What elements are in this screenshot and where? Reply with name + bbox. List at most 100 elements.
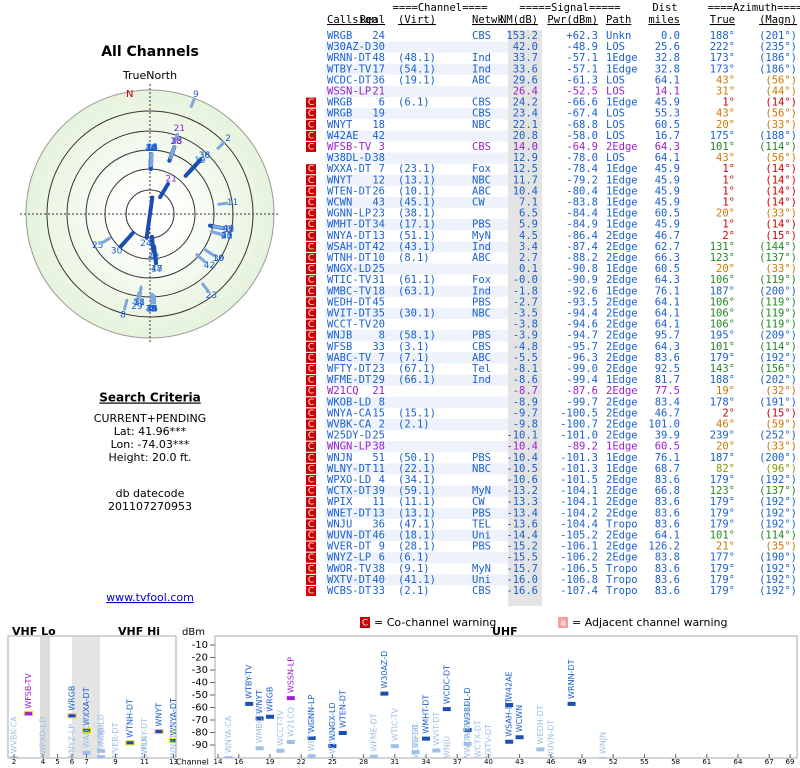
cell: 38	[372, 152, 385, 164]
flag: C	[308, 220, 314, 230]
cell: W38DL-D	[327, 152, 371, 164]
cell: 20.8	[513, 130, 538, 142]
cell: CBS	[472, 108, 491, 120]
radar-mark	[170, 145, 176, 157]
cell: 3.4	[519, 241, 538, 253]
criteria-title: Search Criteria	[99, 391, 200, 405]
cell: 187°	[710, 285, 735, 297]
cell: (201°)	[759, 30, 797, 42]
cell: 68.7	[655, 463, 680, 475]
radar-label: 15	[147, 143, 158, 153]
cell: 11.7	[513, 174, 538, 186]
cell: W25DY-D	[327, 430, 371, 442]
flag: C	[308, 254, 314, 264]
cell: (192°)	[759, 474, 797, 486]
flag-box	[306, 563, 316, 574]
cell: 2Edge	[606, 308, 638, 320]
cell: 239°	[710, 430, 735, 442]
cell: 22.1	[513, 119, 538, 131]
x-tick-label: 14	[214, 758, 223, 766]
station: WCBS-DT	[411, 724, 420, 758]
cell: -99.7	[566, 396, 598, 408]
station: WWOR-TV	[463, 720, 472, 758]
flag: C	[308, 242, 314, 252]
station: WTNH-DT	[125, 699, 135, 746]
cell: LOS	[606, 130, 625, 142]
cell: 123°	[710, 252, 735, 264]
row-bg	[325, 463, 508, 475]
radar-label: 51	[133, 298, 144, 308]
radar-label: 18	[133, 298, 145, 308]
cell: 64.3	[655, 274, 680, 286]
radar-label: 42	[204, 261, 215, 271]
cell: 173°	[710, 52, 735, 64]
cell: -14.4	[506, 530, 538, 542]
cell: 16.7	[655, 130, 680, 142]
x-tick-label: 5	[55, 758, 59, 766]
cell: 64.1	[655, 319, 680, 331]
radar-label: 35	[221, 232, 232, 242]
cell: 45.9	[655, 174, 680, 186]
cell: -10.1	[506, 430, 538, 442]
station-label: WVER-DT	[111, 722, 120, 760]
x-tick-label: 7	[84, 758, 88, 766]
station-label: WRNN-DT	[567, 659, 576, 698]
cell: -2.7	[513, 296, 538, 308]
y-tick-label: -80	[192, 728, 208, 739]
cell: (191°)	[759, 396, 797, 408]
cell: 29	[372, 374, 385, 386]
cell: 45.9	[655, 197, 680, 209]
cell: -58.0	[566, 130, 598, 142]
cell: WPXO-LD	[327, 474, 371, 486]
cell: (33°)	[765, 208, 797, 220]
cell: 66.3	[655, 252, 680, 264]
radar-label: 11	[146, 305, 157, 315]
cell: 45	[372, 296, 385, 308]
radar-mark	[101, 236, 112, 244]
flag: C	[308, 587, 314, 597]
cell: WNYA-CA	[327, 407, 372, 419]
station-label: WFTY-DT	[307, 716, 316, 751]
radar-label: 46	[223, 225, 235, 235]
link[interactable]: www.tvfool.com	[106, 591, 194, 604]
cell: (66.1)	[398, 374, 436, 386]
flag-box	[306, 142, 316, 152]
cell: 179°	[710, 496, 735, 508]
cell: CW	[472, 496, 485, 508]
cell: LOS	[606, 152, 625, 164]
station-label: WSAH-DT	[505, 698, 514, 737]
flag: C	[308, 531, 314, 541]
power-mark	[24, 711, 33, 717]
flag: C	[308, 98, 314, 108]
cell: LOS	[606, 108, 625, 120]
flag-box	[306, 364, 316, 374]
station: WNET-DT	[169, 721, 176, 758]
cell: 153.2	[506, 30, 538, 42]
station-label: W42AE	[505, 671, 514, 700]
power-mark	[505, 703, 514, 707]
radar-mark	[138, 287, 143, 299]
x-tick-label: 6	[70, 758, 75, 766]
flag-box	[306, 319, 316, 330]
cell: WGNN-LP	[327, 208, 371, 220]
cell: 178°	[710, 396, 735, 408]
cell: -64.9	[566, 141, 598, 153]
cell: (18.1)	[398, 530, 436, 542]
cell: -100.7	[560, 419, 598, 431]
cell: WCCT-TV	[327, 319, 372, 331]
north-mark: N	[126, 89, 133, 100]
radar-label: 23	[206, 291, 217, 301]
cell: (51.1)	[398, 230, 436, 242]
cell: WNET-DT	[327, 507, 372, 519]
flag-box	[306, 130, 316, 141]
station-label: WFSB	[411, 724, 420, 747]
cell: 46°	[716, 419, 735, 431]
cell: 25.6	[655, 41, 680, 53]
flag-box	[306, 508, 316, 519]
cell: -15.5	[506, 552, 538, 564]
cell: 23	[372, 208, 385, 220]
cell: 26.4	[513, 86, 538, 98]
cell: WEDH-DT	[327, 296, 372, 308]
cell: WFTY-DT	[327, 363, 372, 375]
cell: 5.9	[519, 219, 538, 231]
